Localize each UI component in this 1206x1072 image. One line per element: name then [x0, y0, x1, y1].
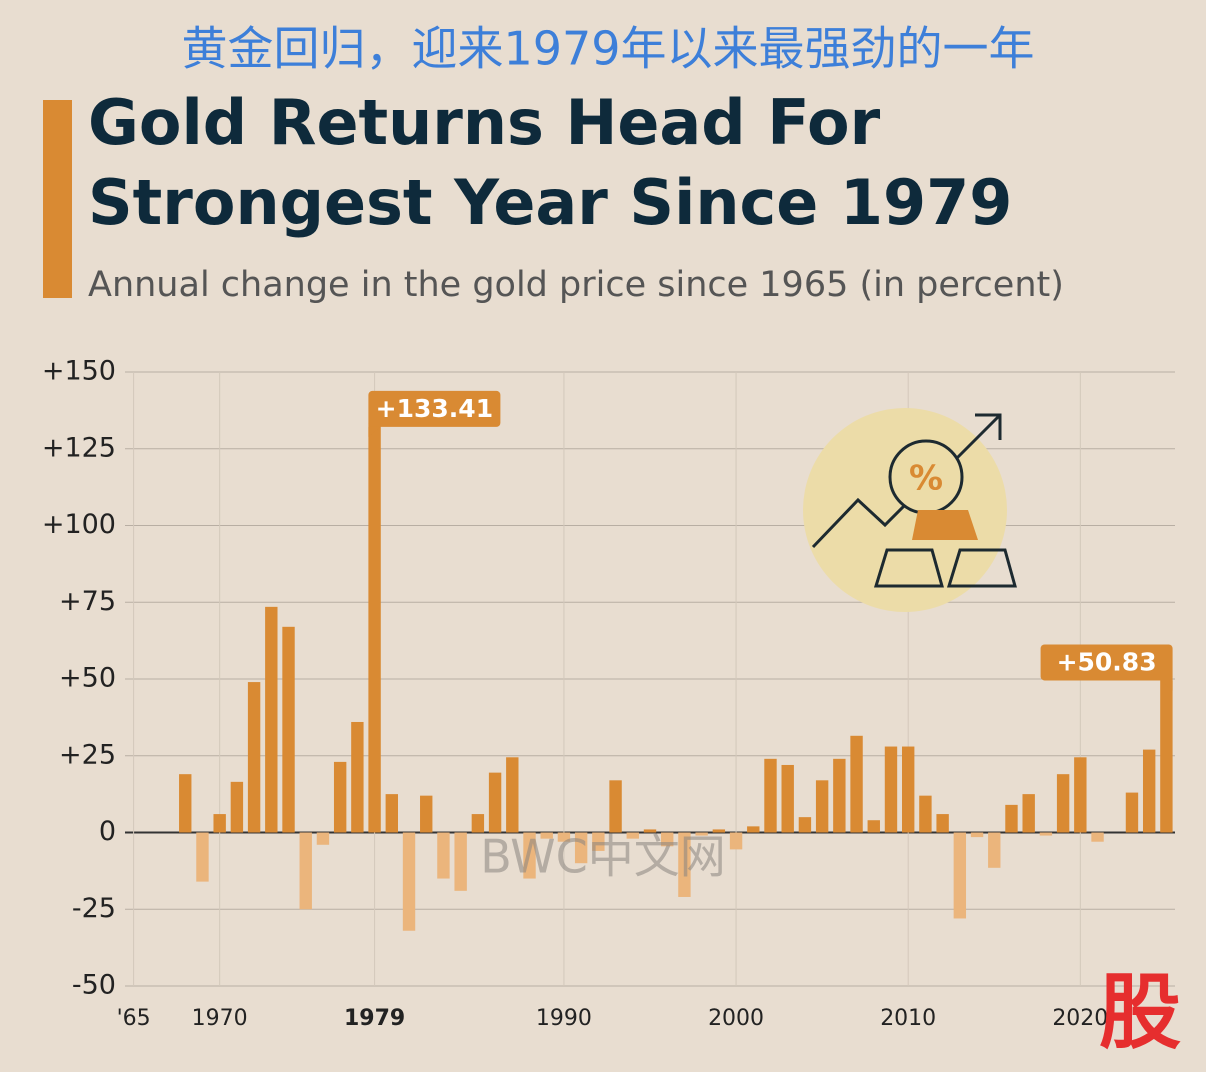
y-tick-label: +125 [42, 432, 116, 463]
bar [1074, 757, 1087, 833]
x-tick-label: '65 [117, 1006, 151, 1031]
bar [815, 780, 829, 833]
bar [1005, 804, 1018, 833]
bar [179, 774, 192, 833]
bar [574, 832, 588, 864]
bar [420, 795, 433, 833]
bar [643, 829, 657, 833]
bar [265, 606, 278, 833]
bar [798, 817, 812, 833]
bar [437, 832, 450, 879]
bar [953, 832, 967, 919]
bar [557, 832, 571, 842]
bar [299, 832, 312, 910]
bar [936, 814, 949, 833]
label-pointer [368, 426, 381, 437]
y-tick-label: +25 [59, 739, 116, 770]
bar [747, 826, 760, 833]
bar [385, 794, 398, 833]
y-tick-label: 0 [99, 816, 116, 847]
bar [695, 832, 708, 836]
bar [764, 758, 777, 833]
x-tick-label: 2010 [880, 1006, 936, 1031]
svg-text:%: % [909, 459, 943, 499]
bar [678, 832, 691, 897]
bar [988, 832, 1001, 868]
bar [1142, 749, 1156, 833]
bar [471, 814, 485, 833]
data-label: +50.83 [1057, 647, 1157, 676]
x-tick-label: 1979 [344, 1006, 405, 1031]
label-box [368, 390, 501, 427]
bar [488, 772, 502, 833]
bar [351, 721, 364, 833]
bar [454, 832, 467, 891]
bar [402, 832, 416, 931]
bar [609, 780, 622, 833]
bar [247, 682, 261, 833]
bar [506, 757, 519, 833]
bar [368, 422, 381, 833]
x-tick-label: 1990 [536, 1006, 592, 1031]
watermark: BWC中文网 [480, 830, 726, 884]
x-tick-label: 1970 [192, 1006, 248, 1031]
y-tick-label: -50 [72, 970, 116, 1001]
bar [1160, 676, 1173, 833]
cn-title: 黄金回归，迎来1979年以来最强劲的一年 [181, 22, 1034, 76]
accent-bar [43, 100, 72, 298]
bar [919, 795, 932, 833]
chart-title: Gold Returns Head For Strongest Year Sinc… [88, 86, 1012, 239]
y-tick-label: +50 [59, 663, 116, 694]
logo: 股 [1099, 965, 1181, 1060]
bar [523, 832, 536, 879]
bar [833, 758, 846, 833]
data-label: +133.41 [376, 394, 493, 423]
bar [867, 820, 880, 833]
bar [661, 832, 674, 847]
bar [1022, 794, 1035, 833]
y-tick-label: +100 [42, 509, 116, 540]
bar [592, 832, 605, 851]
bar [1091, 832, 1104, 842]
label-box [1040, 644, 1173, 681]
x-tick-label: 2020 [1052, 1006, 1108, 1031]
y-tick-label: +75 [59, 586, 116, 617]
bar [196, 832, 209, 882]
bar [970, 832, 984, 838]
chart-subtitle: Annual change in the gold price since 19… [88, 265, 1064, 305]
icon: % [803, 408, 1017, 612]
bar [712, 829, 726, 833]
bar [626, 832, 639, 839]
bar [902, 746, 915, 833]
y-tick-label: +150 [42, 356, 116, 387]
bar [1039, 832, 1053, 836]
x-tick-label: 2000 [708, 1006, 764, 1031]
bar [333, 761, 347, 833]
bar [729, 832, 743, 850]
bar [1125, 792, 1139, 833]
bar [230, 781, 244, 833]
bar [540, 832, 553, 839]
label-pointer [1160, 680, 1173, 691]
bar [884, 746, 898, 833]
bar [282, 626, 295, 833]
bar [316, 832, 330, 845]
bar [781, 764, 794, 833]
y-tick-label: -25 [72, 893, 116, 924]
bar [1056, 774, 1070, 833]
bar [213, 814, 226, 833]
bar [850, 735, 863, 833]
